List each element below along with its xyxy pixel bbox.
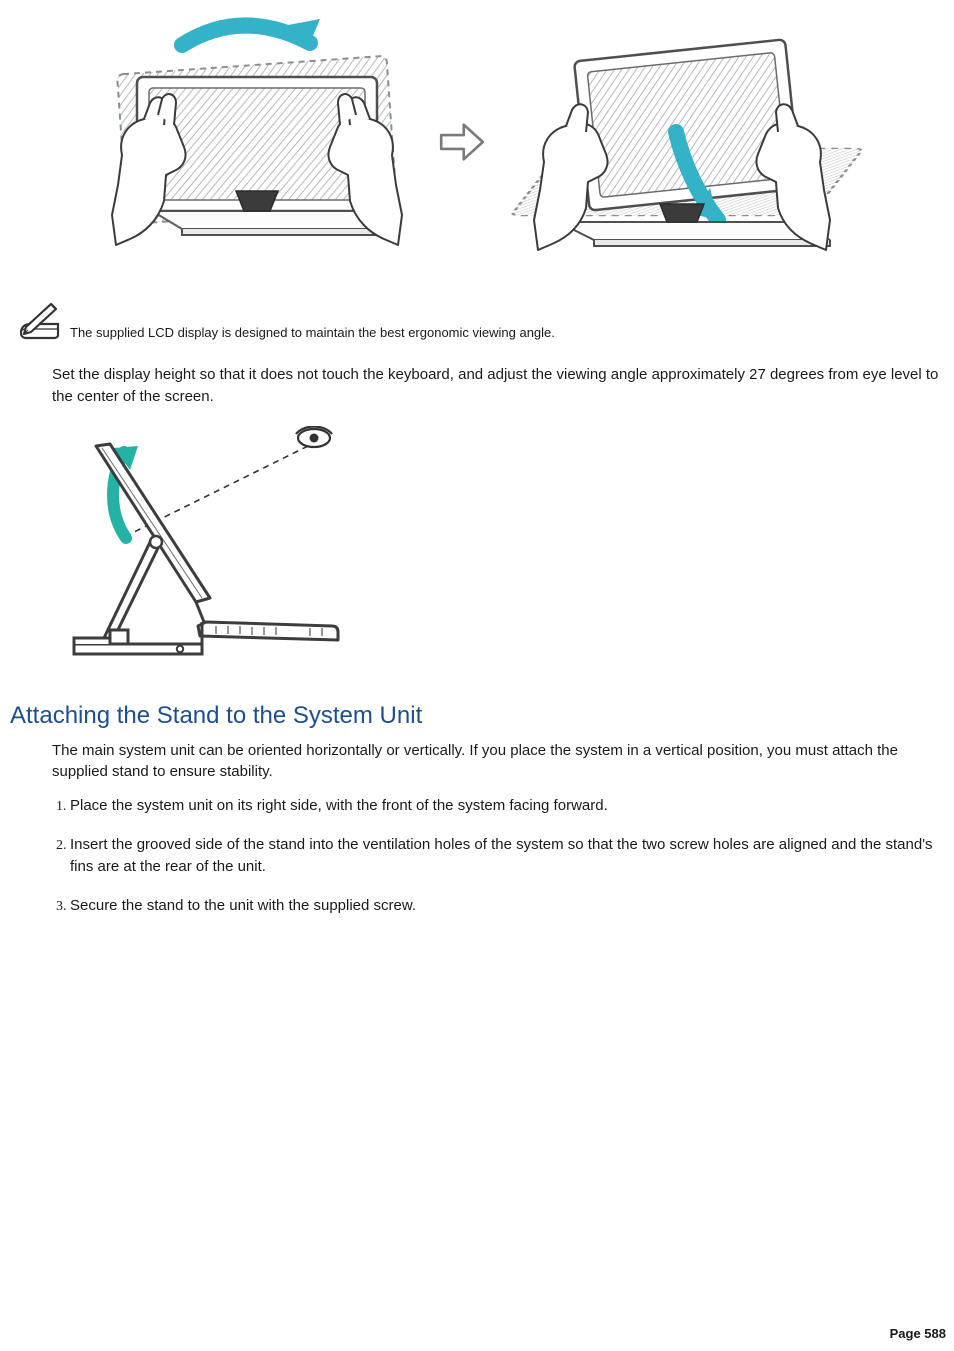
rotation-step1-illustration xyxy=(92,15,422,270)
step-text: Secure the stand to the unit with the su… xyxy=(70,897,416,914)
step-text: Insert the grooved side of the stand int… xyxy=(70,836,933,876)
display-rotation-figure xyxy=(0,0,954,282)
side-view-figure xyxy=(52,426,954,676)
attaching-stand-intro: The main system unit can be oriented hor… xyxy=(52,740,944,784)
step-item: Secure the stand to the unit with the su… xyxy=(70,895,954,918)
rotation-step2-illustration xyxy=(502,12,862,272)
step-item: Place the system unit on its right side,… xyxy=(70,795,954,818)
step-item: Insert the grooved side of the stand int… xyxy=(70,834,954,879)
note-icon xyxy=(18,300,62,344)
note-text: The supplied LCD display is designed to … xyxy=(70,325,555,344)
arrow-right-icon xyxy=(436,116,488,168)
attaching-stand-heading: Attaching the Stand to the System Unit xyxy=(10,702,954,730)
page-number: Page 588 xyxy=(890,1326,946,1341)
attaching-stand-steps: Place the system unit on its right side,… xyxy=(0,795,954,917)
step-text: Place the system unit on its right side,… xyxy=(70,797,608,814)
viewing-angle-paragraph: Set the display height so that it does n… xyxy=(52,364,944,408)
